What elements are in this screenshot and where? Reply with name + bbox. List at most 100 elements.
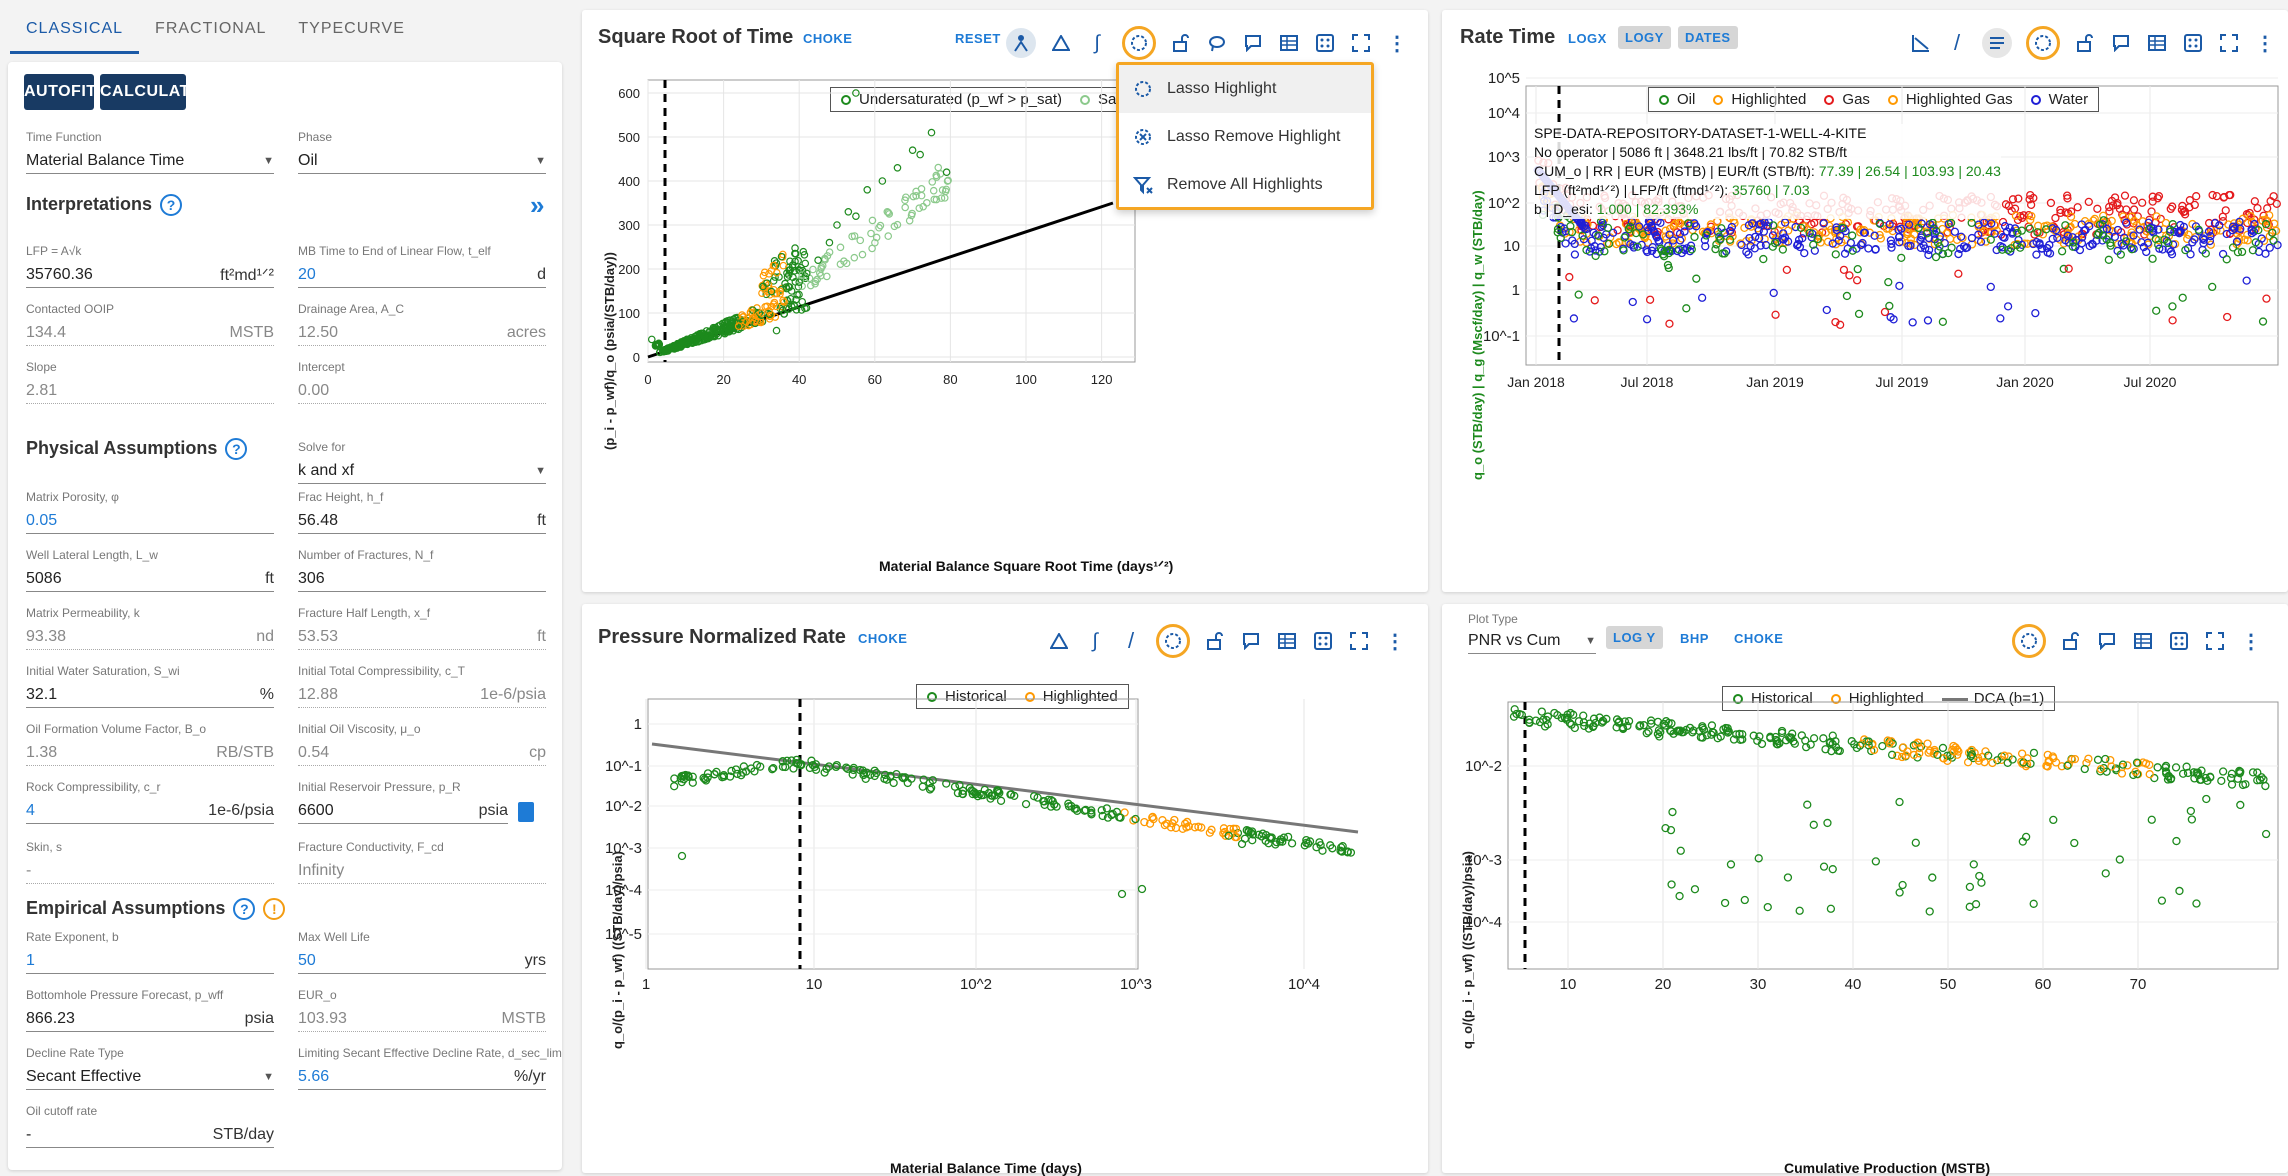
- unlock-icon[interactable]: [1170, 32, 1192, 54]
- more-icon[interactable]: ⋮: [2255, 32, 2275, 55]
- rate-chart[interactable]: Jan 2018 Jul 2018 Jan 2019 Jul 2019 Jan 2020…: [1442, 10, 2288, 592]
- field-cr[interactable]: Rock Compressibility, c_r 4 1e-6/psia: [26, 780, 274, 824]
- tab-fractional[interactable]: FRACTIONAL: [155, 20, 267, 37]
- field-input[interactable]: 56.48 ft: [298, 508, 546, 534]
- field-perm[interactable]: Matrix Permeability, k 93.38 nd: [26, 606, 274, 650]
- field-input[interactable]: 0.05: [26, 508, 274, 534]
- field-input[interactable]: Secant Effective ▼: [26, 1064, 274, 1090]
- plot-type-select[interactable]: PNR vs Cum ▼: [1468, 628, 1596, 654]
- tab-typecurve[interactable]: TYPECURVE: [298, 20, 405, 37]
- reset-button[interactable]: RESET: [955, 31, 1001, 46]
- field-input[interactable]: 50 yrs: [298, 948, 546, 974]
- comment-icon[interactable]: [1240, 630, 1262, 652]
- cum-choke-button[interactable]: CHOKE: [1734, 631, 1784, 646]
- field-lateral[interactable]: Well Lateral Length, L_w 5086 ft: [26, 548, 274, 592]
- field-input[interactable]: 5.66 %/yr: [298, 1064, 546, 1090]
- lasso-icon[interactable]: [1122, 26, 1156, 60]
- pnr-chart[interactable]: 1 10 10^2 10^3 10^4 1 10^-1 10^-2 10^-3 10^-4 10^-…: [582, 604, 1428, 1173]
- caret-down-icon[interactable]: ▼: [263, 154, 274, 167]
- field-visc[interactable]: Initial Oil Viscosity, μ_o 0.54 cp: [298, 722, 546, 766]
- bhp-button[interactable]: BHP: [1680, 631, 1709, 646]
- lasso-icon[interactable]: [2026, 26, 2060, 60]
- help-icon[interactable]: ?: [160, 194, 183, 217]
- field-drainage[interactable]: Drainage Area, A_C 12.50 acres: [298, 302, 546, 346]
- field-dsec[interactable]: Limiting Secant Effective Decline Rate, …: [298, 1046, 562, 1090]
- line-icon[interactable]: /: [1127, 628, 1135, 653]
- field-input[interactable]: 306: [298, 566, 546, 592]
- caret-down-icon[interactable]: ▼: [535, 154, 546, 167]
- warning-icon[interactable]: !: [263, 898, 286, 921]
- field-slope[interactable]: Slope 2.81: [26, 360, 274, 404]
- cum-logy-button[interactable]: LOG Y: [1606, 626, 1663, 649]
- help-icon[interactable]: ?: [225, 438, 248, 461]
- tab-classical[interactable]: CLASSICAL: [10, 10, 140, 54]
- field-lfp[interactable]: LFP = A√k 35760.36 ft²md¹ᐟ²: [26, 244, 274, 288]
- more-icon[interactable]: ⋮: [1385, 630, 1405, 653]
- help-icon[interactable]: ?: [233, 898, 256, 921]
- calculator-icon[interactable]: [518, 802, 534, 822]
- table-icon[interactable]: [1276, 630, 1298, 652]
- fullscreen-icon[interactable]: [2204, 630, 2226, 652]
- field-input[interactable]: 1: [26, 948, 274, 974]
- sqrt-choke-button[interactable]: CHOKE: [803, 31, 853, 46]
- table-icon[interactable]: [2146, 32, 2168, 54]
- field-ct[interactable]: Initial Total Compressibility, c_T 12.88 1…: [298, 664, 546, 708]
- field-phase[interactable]: Phase Oil ▼: [298, 130, 546, 174]
- comment-icon[interactable]: [1242, 32, 1264, 54]
- dates-button[interactable]: DATES: [1678, 26, 1738, 49]
- comment-icon[interactable]: [2110, 32, 2132, 54]
- lasso-icon[interactable]: [1156, 624, 1190, 658]
- field-eur[interactable]: EUR_o 103.93 MSTB: [298, 988, 546, 1032]
- field-input[interactable]: 5086 ft: [26, 566, 274, 592]
- line-icon[interactable]: /: [1953, 30, 1961, 55]
- annotate-icon[interactable]: [1206, 32, 1228, 54]
- integral-icon[interactable]: ∫: [1094, 31, 1100, 54]
- logy-button[interactable]: LOGY: [1618, 26, 1671, 49]
- dice-icon[interactable]: [2182, 32, 2204, 54]
- field-half-length[interactable]: Fracture Half Length, x_f 53.53 ft: [298, 606, 546, 650]
- field-input[interactable]: 20 d: [298, 262, 546, 288]
- trend-icon[interactable]: [1910, 32, 1932, 54]
- field-sw[interactable]: Initial Water Saturation, S_wi 32.1%: [26, 664, 274, 708]
- lasso-icon[interactable]: [2012, 624, 2046, 658]
- calculate-button[interactable]: CALCULATE: [100, 74, 201, 110]
- field-frac-height[interactable]: Frac Height, h_f 56.48 ft: [298, 490, 546, 534]
- pnr-choke-button[interactable]: CHOKE: [858, 631, 908, 646]
- field-bo[interactable]: Oil Formation Volume Factor, B_o 1.38 RB/S…: [26, 722, 274, 766]
- dice-icon[interactable]: [2168, 630, 2190, 652]
- field-input[interactable]: 32.1%: [26, 682, 274, 708]
- triangle-icon[interactable]: [1050, 32, 1072, 54]
- field-num-fracs[interactable]: Number of Fractures, N_f 306: [298, 548, 546, 592]
- table-icon[interactable]: [2132, 630, 2154, 652]
- field-pi[interactable]: Initial Reservoir Pressure, p_R 6600 psia: [298, 780, 534, 824]
- caret-down-icon[interactable]: ▼: [263, 1070, 274, 1083]
- integral-icon[interactable]: ∫: [1092, 629, 1098, 652]
- autofit-button[interactable]: AUTOFIT: [24, 74, 96, 110]
- field-cutoff[interactable]: Oil cutoff rate - STB/day: [26, 1104, 274, 1148]
- field-intercept[interactable]: Intercept 0.00: [298, 360, 546, 404]
- comment-icon[interactable]: [2096, 630, 2118, 652]
- cum-chart[interactable]: 10 20 30 40 50 60 70 10^-2 10^-3 10^-4: [1442, 604, 2288, 1173]
- unlock-icon[interactable]: [1204, 630, 1226, 652]
- field-time-function[interactable]: Time Function Material Balance Time ▼: [26, 130, 274, 174]
- field-fcd[interactable]: Fracture Conductivity, F_cd Infinity: [298, 840, 546, 884]
- field-b[interactable]: Rate Exponent, b 1: [26, 930, 274, 974]
- field-input[interactable]: - STB/day: [26, 1122, 274, 1148]
- fullscreen-icon[interactable]: [1348, 630, 1370, 652]
- field-porosity[interactable]: Matrix Porosity, φ 0.05: [26, 490, 274, 534]
- unlock-icon[interactable]: [2074, 32, 2096, 54]
- field-input[interactable]: Oil ▼: [298, 148, 546, 174]
- menu-remove-all[interactable]: Remove All Highlights: [1119, 161, 1371, 209]
- field-input[interactable]: 35760.36 ft²md¹ᐟ²: [26, 262, 274, 288]
- unlock-icon[interactable]: [2060, 630, 2082, 652]
- field-skin[interactable]: Skin, s -: [26, 840, 274, 884]
- dice-icon[interactable]: [1312, 630, 1334, 652]
- field-input[interactable]: 4 1e-6/psia: [26, 798, 274, 824]
- more-icon[interactable]: ⋮: [1387, 32, 1407, 55]
- field-input[interactable]: k and xf ▼: [298, 458, 546, 484]
- caret-down-icon[interactable]: ▼: [535, 464, 546, 477]
- field-input[interactable]: 6600 psia: [298, 798, 508, 824]
- field-max-life[interactable]: Max Well Life 50 yrs: [298, 930, 546, 974]
- list-icon[interactable]: [1982, 28, 2012, 58]
- person-icon[interactable]: [1006, 28, 1036, 58]
